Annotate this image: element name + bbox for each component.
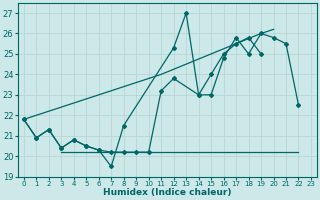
X-axis label: Humidex (Indice chaleur): Humidex (Indice chaleur) — [103, 188, 232, 197]
